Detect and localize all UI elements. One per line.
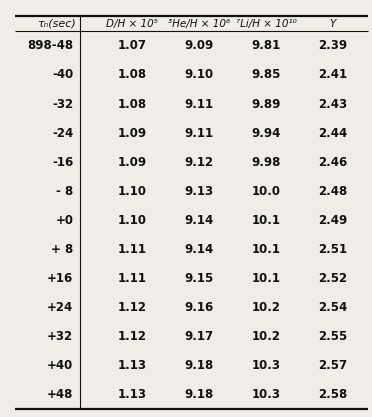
Text: 9.18: 9.18 xyxy=(185,389,214,402)
Text: 1.10: 1.10 xyxy=(118,185,147,198)
Text: 2.49: 2.49 xyxy=(318,214,347,227)
Text: 9.98: 9.98 xyxy=(251,156,280,169)
Text: +24: +24 xyxy=(47,301,73,314)
Text: 1.12: 1.12 xyxy=(118,330,147,343)
Text: 2.48: 2.48 xyxy=(318,185,347,198)
Text: 10.2: 10.2 xyxy=(251,301,280,314)
Text: D/H × 10⁵: D/H × 10⁵ xyxy=(106,19,158,28)
Text: 9.18: 9.18 xyxy=(185,359,214,372)
Text: +48: +48 xyxy=(47,389,73,402)
Text: 898-48: 898-48 xyxy=(27,39,73,52)
Text: 1.08: 1.08 xyxy=(118,98,147,111)
Text: 1.11: 1.11 xyxy=(118,272,147,285)
Text: 1.07: 1.07 xyxy=(118,39,147,52)
Text: 10.0: 10.0 xyxy=(251,185,280,198)
Text: 10.2: 10.2 xyxy=(251,330,280,343)
Text: 2.41: 2.41 xyxy=(318,68,347,81)
Text: 9.13: 9.13 xyxy=(185,185,214,198)
Text: 9.11: 9.11 xyxy=(185,98,214,111)
Text: 10.3: 10.3 xyxy=(251,389,280,402)
Text: 2.52: 2.52 xyxy=(318,272,347,285)
Text: -24: -24 xyxy=(52,127,73,140)
Text: 9.94: 9.94 xyxy=(251,127,280,140)
Text: 1.08: 1.08 xyxy=(118,68,147,81)
Text: 9.10: 9.10 xyxy=(185,68,214,81)
Text: 2.54: 2.54 xyxy=(318,301,347,314)
Text: 2.55: 2.55 xyxy=(318,330,347,343)
Text: 2.46: 2.46 xyxy=(318,156,347,169)
Text: 9.17: 9.17 xyxy=(185,330,214,343)
Text: 9.16: 9.16 xyxy=(185,301,214,314)
Text: 2.43: 2.43 xyxy=(318,98,347,111)
Text: -32: -32 xyxy=(52,98,73,111)
Text: 9.12: 9.12 xyxy=(185,156,214,169)
Text: 9.14: 9.14 xyxy=(185,214,214,227)
Text: τₙ(sec): τₙ(sec) xyxy=(37,19,76,28)
Text: +40: +40 xyxy=(47,359,73,372)
Text: 1.09: 1.09 xyxy=(118,127,147,140)
Text: 9.85: 9.85 xyxy=(251,68,280,81)
Text: 2.51: 2.51 xyxy=(318,243,347,256)
Text: Y: Y xyxy=(330,19,336,28)
Text: 10.1: 10.1 xyxy=(251,243,280,256)
Text: 10.1: 10.1 xyxy=(251,214,280,227)
Text: 9.14: 9.14 xyxy=(185,243,214,256)
Text: +32: +32 xyxy=(47,330,73,343)
Text: + 8: + 8 xyxy=(51,243,73,256)
Text: 10.1: 10.1 xyxy=(251,272,280,285)
Text: +0: +0 xyxy=(55,214,73,227)
Text: 9.09: 9.09 xyxy=(185,39,214,52)
Text: ⁷Li/H × 10¹⁰: ⁷Li/H × 10¹⁰ xyxy=(235,19,296,28)
Text: 1.11: 1.11 xyxy=(118,243,147,256)
Text: 1.10: 1.10 xyxy=(118,214,147,227)
Text: ³He/H × 10⁶: ³He/H × 10⁶ xyxy=(168,19,230,28)
Text: 1.12: 1.12 xyxy=(118,301,147,314)
Text: 2.44: 2.44 xyxy=(318,127,347,140)
Text: 9.11: 9.11 xyxy=(185,127,214,140)
Text: 9.89: 9.89 xyxy=(251,98,280,111)
Text: 2.39: 2.39 xyxy=(318,39,347,52)
Text: 9.81: 9.81 xyxy=(251,39,280,52)
Text: 2.58: 2.58 xyxy=(318,389,347,402)
Text: -40: -40 xyxy=(52,68,73,81)
Text: 9.15: 9.15 xyxy=(185,272,214,285)
Text: -16: -16 xyxy=(52,156,73,169)
Text: 1.13: 1.13 xyxy=(118,389,147,402)
Text: 1.09: 1.09 xyxy=(118,156,147,169)
Text: 2.57: 2.57 xyxy=(318,359,347,372)
Text: 1.13: 1.13 xyxy=(118,359,147,372)
Text: 10.3: 10.3 xyxy=(251,359,280,372)
Text: - 8: - 8 xyxy=(56,185,73,198)
Text: +16: +16 xyxy=(47,272,73,285)
